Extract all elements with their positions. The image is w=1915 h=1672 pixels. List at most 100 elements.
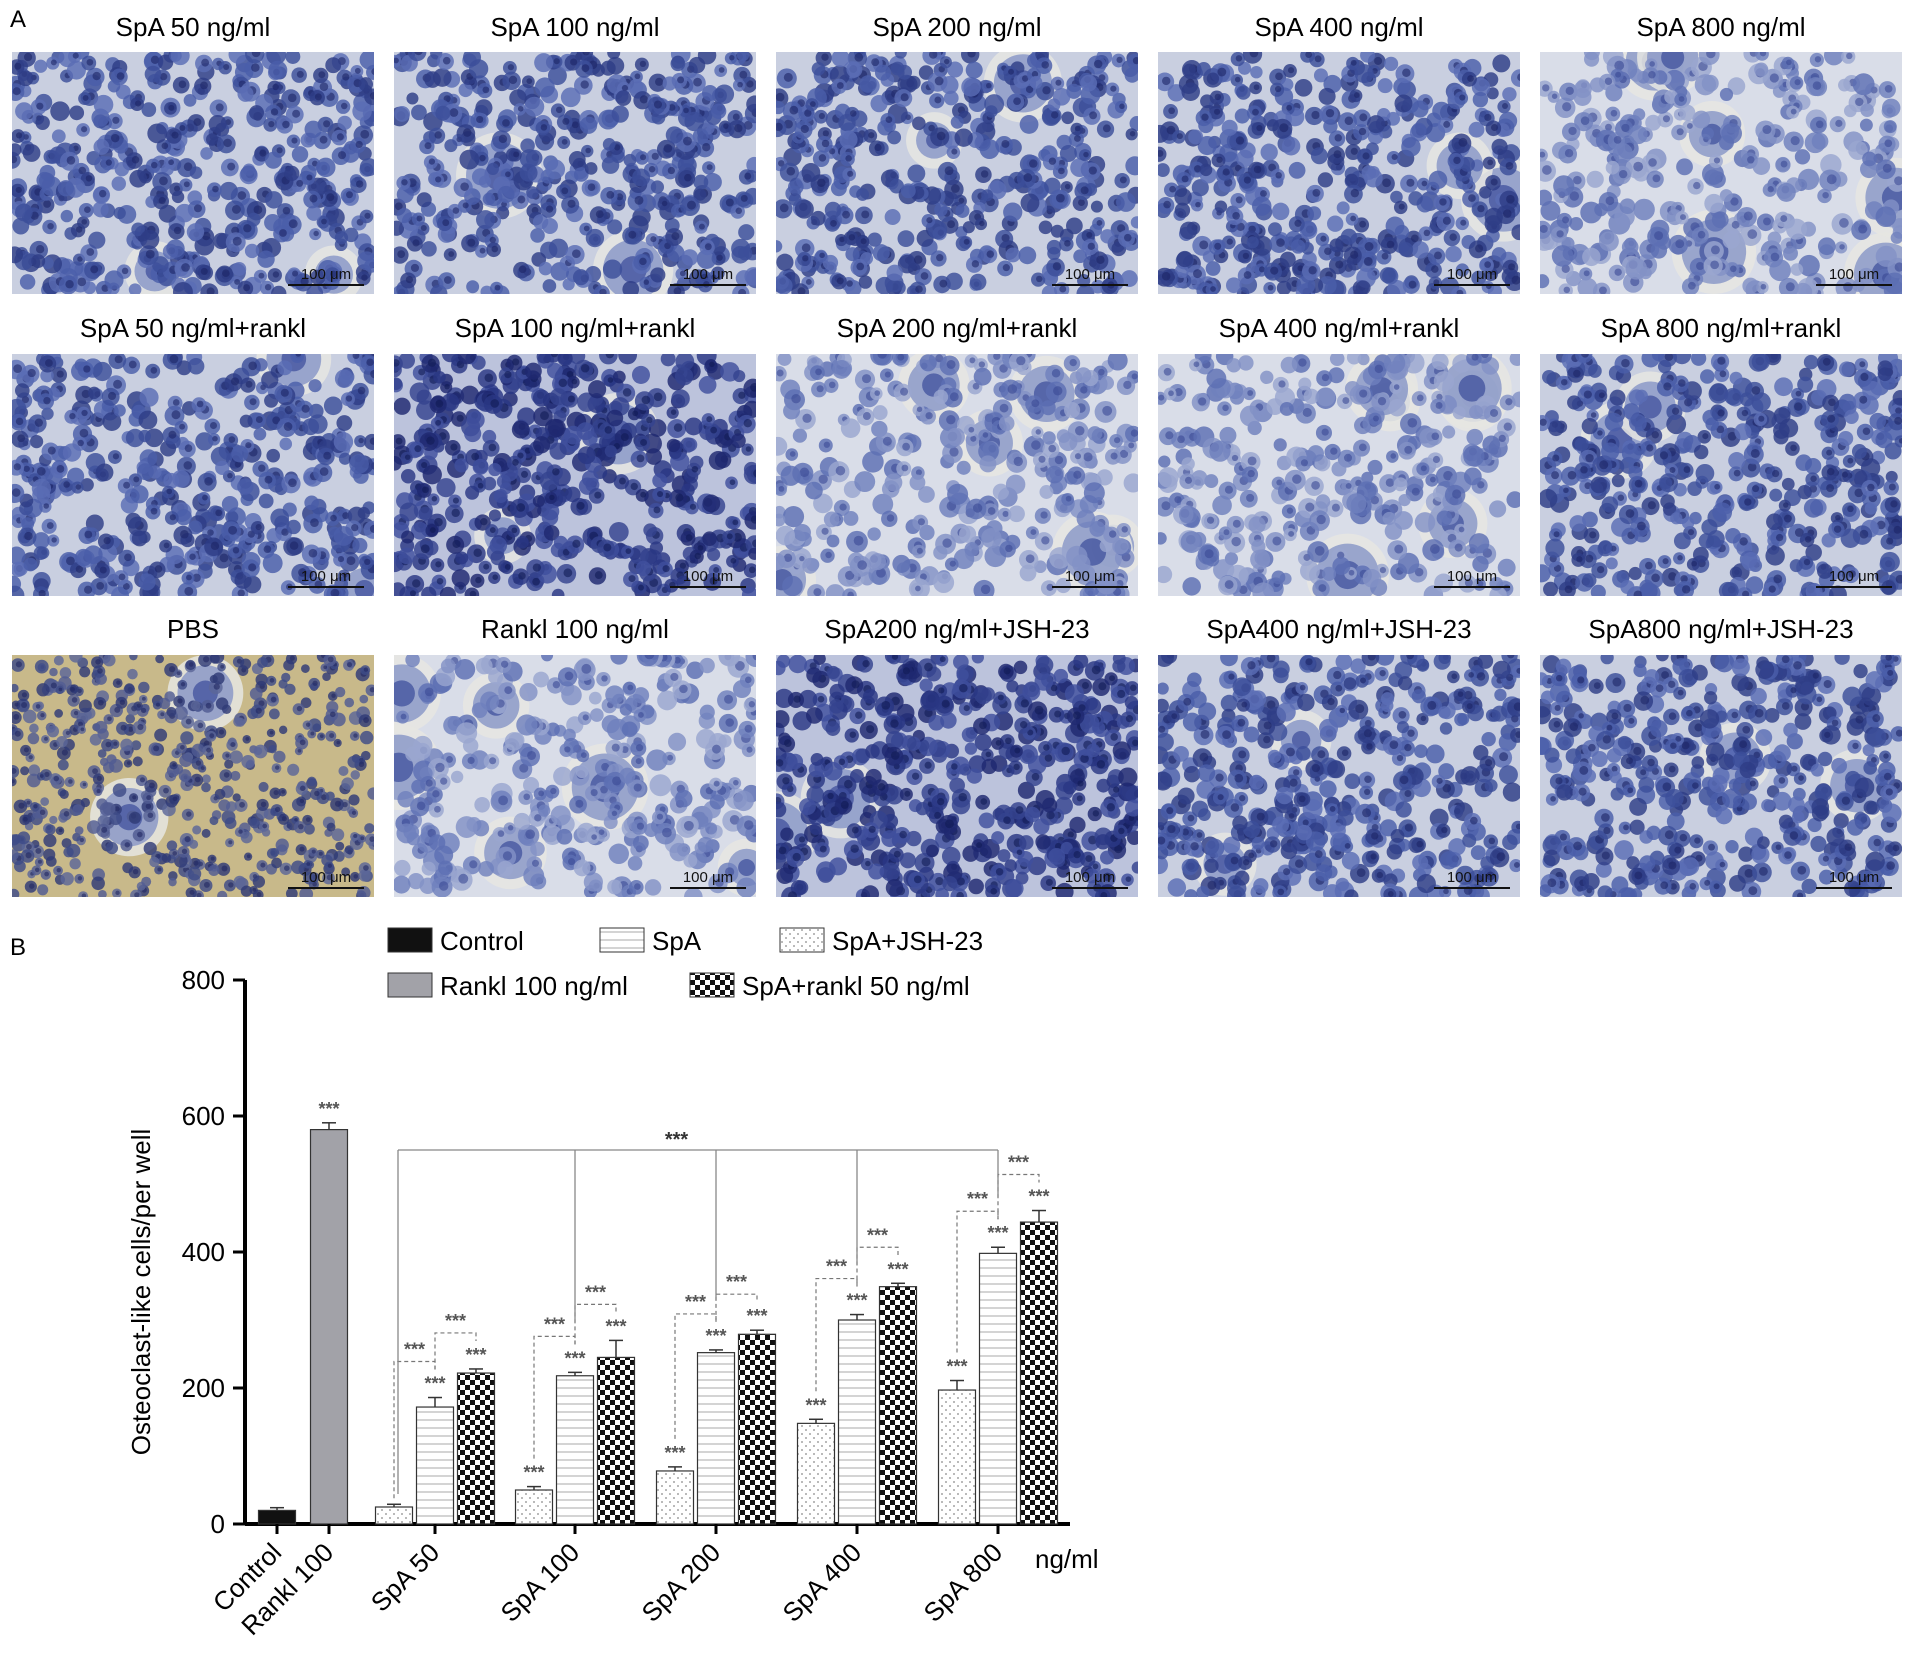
legend-item: SpA [599,926,702,956]
y-tick-label: 800 [182,965,225,995]
scale-bar-label: 100 μm [300,869,352,886]
significance-label: *** [445,1311,466,1331]
scale-bar: 100 μm [288,266,364,286]
significance-label: *** [465,1345,486,1365]
significance-label: *** [946,1357,967,1377]
significance-label: *** [846,1291,867,1311]
bar-spa [555,1375,595,1525]
micrograph-title: SpA 800 ng/ml [1636,12,1806,42]
scale-bar-line [670,586,746,588]
bar-spa [696,1352,736,1525]
x-tick-label: SpA 50 [365,1537,446,1618]
pairwise-bracket [715,1293,758,1322]
significance-label: *** [987,1223,1008,1243]
bar-spa-jsh-23 [937,1389,977,1525]
scale-bar: 100 μm [1816,266,1892,286]
micrograph-image: 100 μm [1158,655,1520,897]
scale-bar-label: 100 μm [1064,568,1116,585]
scale-bar: 100 μm [288,869,364,889]
y-tick-label: 0 [211,1509,225,1539]
micrograph-image: 100 μm [776,354,1138,596]
micrograph-title: SpA 200 ng/ml+rankl [836,313,1078,343]
bar-spa-rankl-50-ng-ml [596,1356,636,1525]
scale-bar-line [1816,586,1892,588]
significance-label: *** [746,1306,767,1326]
scale-bar-line [670,887,746,889]
pairwise-bracket [533,1335,576,1459]
scale-bar-label: 100 μm [1828,869,1880,886]
pairwise-bracket [956,1210,999,1353]
scale-bar: 100 μm [1052,869,1128,889]
y-tick-label: 400 [182,1237,225,1267]
scale-bar: 100 μm [1434,568,1510,588]
legend-item: Control [387,926,524,956]
significance-label: *** [967,1189,988,1209]
legend-label: SpA+JSH-23 [832,926,983,956]
legend-swatch [779,927,825,953]
micrograph-image: 100 μm [394,354,756,596]
scale-bar-line [288,586,364,588]
scale-bar-line [1052,586,1128,588]
micrograph-title: Rankl 100 ng/ml [481,614,669,644]
bar-spa-rankl-50-ng-ml [1019,1221,1059,1525]
bar-spa-rankl-50-ng-ml [456,1372,496,1525]
scale-bar: 100 μm [1434,869,1510,889]
scale-bar-label: 100 μm [682,869,734,886]
legend-swatch [387,927,433,953]
micrograph-image: 100 μm [776,52,1138,294]
legend-label: SpA+rankl 50 ng/ml [742,971,970,1001]
significance-label: *** [726,1272,747,1292]
scale-bar: 100 μm [1434,266,1510,286]
scale-bar-line [1434,284,1510,286]
micrograph-image: 100 μm [776,655,1138,897]
significance-label: *** [685,1292,706,1312]
micrograph-image: 100 μm [12,354,374,596]
micrograph-image: 100 μm [394,52,756,294]
micrograph-image: 100 μm [1158,354,1520,596]
significance-label: *** [887,1259,908,1279]
osteoclast-bar-chart: 0 200 400 600 800 Osteoclast-like cells/per w… [126,926,1099,1641]
scale-bar-line [1816,284,1892,286]
significance-label: *** [664,1443,685,1463]
legend-label: SpA [652,926,702,956]
legend-swatch [689,972,735,998]
y-tick-label: 200 [182,1373,225,1403]
bar-spa [415,1406,455,1525]
scale-bar-line [1052,887,1128,889]
significance-label: *** [605,1316,626,1336]
micrograph-grid: SpA 50 ng/ml 100 μm SpA 100 ng/ml 100 μm SpA… [12,12,1902,897]
micrograph-title: SpA 100 ng/ml [490,12,660,42]
micrograph-image: 100 μm [12,655,374,897]
significance-label: *** [404,1340,425,1360]
scale-bar-label: 100 μm [1446,869,1498,886]
x-tick-label: SpA 100 [495,1537,586,1628]
scale-bar-label: 100 μm [1828,266,1880,283]
x-tick-label: SpA 200 [636,1537,727,1628]
bar-spa-jsh-23 [796,1422,836,1525]
micrograph-image: 100 μm [1540,655,1902,897]
significance-label: *** [564,1348,585,1368]
scale-bar-line [288,284,364,286]
scale-bar: 100 μm [670,869,746,889]
bar-chart-panel: 0 200 400 600 800 Osteoclast-like cells/per w… [0,920,1915,1672]
pairwise-bracket [434,1332,477,1370]
scale-bar: 100 μm [1052,266,1128,286]
micrograph-title: PBS [166,614,220,644]
significance-label: *** [805,1395,826,1415]
x-tick-label: SpA 800 [918,1537,1009,1628]
significance-label: *** [585,1282,606,1302]
bar-spa [978,1252,1018,1525]
bar-spa-rankl-50-ng-ml [737,1333,777,1525]
bar-spa-rankl-50-ng-ml [878,1286,918,1525]
bar-spa-jsh-23 [514,1489,554,1525]
scale-bar: 100 μm [1816,869,1892,889]
scale-bar: 100 μm [1816,568,1892,588]
pairwise-bracket [393,1360,436,1499]
legend-swatch [599,927,645,953]
significance-label: *** [544,1314,565,1334]
scale-bar-label: 100 μm [1064,266,1116,283]
bar-control [257,1509,297,1525]
micrograph-title: SpA200 ng/ml+JSH-23 [824,614,1090,644]
legend-item: Rankl 100 ng/ml [387,971,628,1001]
significance-label: *** [318,1099,339,1119]
